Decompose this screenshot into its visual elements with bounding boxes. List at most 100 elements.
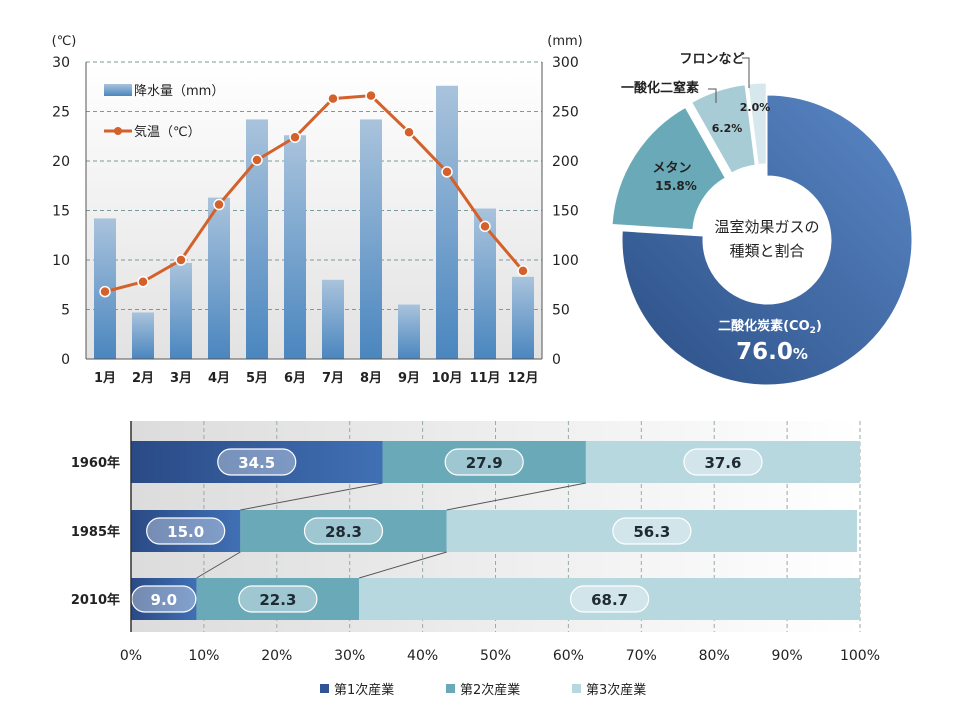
hbar-value-labels: 34.5 27.9 37.6 15.0 28.3 56.3 9.0 22.3 68.7 xyxy=(131,448,763,613)
month-tick-label: 2月 xyxy=(132,371,154,386)
precip-bar xyxy=(208,197,230,359)
left-tick-label: 25 xyxy=(52,105,70,121)
combo-gridlines xyxy=(86,61,542,310)
month-tick-label: 7月 xyxy=(322,371,344,386)
hbar-value-pill xyxy=(131,585,197,613)
temperature-point xyxy=(175,254,187,266)
hbar-x-tick-label: 0% xyxy=(120,648,142,664)
precip-bar xyxy=(170,262,192,359)
hbar-connector-line xyxy=(240,482,383,511)
month-tick-label: 11月 xyxy=(469,371,500,386)
hbar-value-label: 22.3 xyxy=(259,591,296,609)
hbar-value-pill xyxy=(569,585,650,613)
right-tick-label: 50 xyxy=(552,303,570,319)
hbar-value-pill xyxy=(238,585,318,613)
legend-swatch-precip xyxy=(104,84,132,96)
hbar-x-tick-label: 40% xyxy=(407,648,438,664)
precip-bar xyxy=(322,279,344,359)
methane-label: メタン xyxy=(652,161,691,176)
ghg-donut-chart: 温室効果ガスの 種類と割合 二酸化炭素(CO2) 76.0% メタン 15.8%… xyxy=(611,52,913,386)
month-tick-label: 6月 xyxy=(284,371,306,386)
temperature-point xyxy=(517,265,529,277)
left-axis-unit: (℃) xyxy=(52,34,77,49)
precip-bar xyxy=(246,119,268,359)
left-tick-label: 5 xyxy=(61,303,70,319)
hbar-segment xyxy=(382,441,586,483)
hbar-value-pill xyxy=(217,448,297,476)
hbar-value-label: 34.5 xyxy=(238,454,275,472)
left-tick-label: 15 xyxy=(52,204,70,220)
co2-label-prefix: 二酸化炭素(CO xyxy=(718,318,810,334)
hbar-value-pill xyxy=(683,448,763,476)
hbar-connector-line xyxy=(446,482,586,511)
hbar-segment xyxy=(131,441,383,483)
hbar-legend-label: 第3次産業 xyxy=(586,682,646,698)
co2-label: 二酸化炭素(CO2) xyxy=(718,318,822,336)
combo-line-series xyxy=(99,89,529,298)
hbar-x-tick-label: 50% xyxy=(480,648,511,664)
hbar-value-label: 68.7 xyxy=(591,591,628,609)
hbar-x-tick-label: 20% xyxy=(261,648,292,664)
co2-label-subscript: 2 xyxy=(810,326,816,336)
hbar-value-label: 37.6 xyxy=(704,454,741,472)
hbar-x-tick-label: 30% xyxy=(334,648,365,664)
precip-bar xyxy=(398,304,420,359)
hbar-row-label: 1985年 xyxy=(71,524,120,540)
hbar-segment xyxy=(359,578,860,620)
co2-value-number: 76.0 xyxy=(736,339,793,365)
left-tick-label: 30 xyxy=(52,55,70,71)
right-tick-label: 300 xyxy=(552,55,579,71)
hbar-x-tick-label: 90% xyxy=(772,648,803,664)
month-tick-label: 9月 xyxy=(398,371,420,386)
hbar-legend-swatch xyxy=(446,684,455,693)
hbar-segment xyxy=(585,441,860,483)
right-tick-label: 0 xyxy=(552,352,561,368)
temperature-point xyxy=(99,285,111,298)
co2-slice xyxy=(621,94,913,386)
co2-value-percent: % xyxy=(793,345,808,363)
n2o-value: 6.2% xyxy=(712,122,743,135)
hbar-connector-line xyxy=(196,551,241,579)
methane-slice xyxy=(611,106,726,231)
hbar-segment xyxy=(131,578,197,620)
cfc-slice xyxy=(747,82,767,166)
temperature-point xyxy=(251,154,263,166)
hbar-axes: 0% 10% 20% 30% 40% 50% 60% 70% 80% 90% 100% 1960年 19… xyxy=(71,421,880,664)
precip-bar xyxy=(436,85,458,359)
temperature-point xyxy=(289,131,301,143)
hbar-legend-swatch xyxy=(572,684,581,693)
cfc-leader-line xyxy=(742,57,750,88)
n2o-slice xyxy=(691,84,756,174)
temperature-point xyxy=(365,89,377,102)
hbar-segment xyxy=(446,510,858,552)
left-tick-label: 10 xyxy=(52,253,70,269)
right-tick-label: 100 xyxy=(552,253,579,269)
hbar-value-pill xyxy=(612,517,692,545)
hbar-x-tick-label: 100% xyxy=(840,648,880,664)
donut-labels: 二酸化炭素(CO2) 76.0% メタン 15.8% 6.2% 2.0% 一酸化… xyxy=(621,52,822,365)
hbar-value-label: 27.9 xyxy=(466,454,503,472)
legend-swatch-temp-marker xyxy=(114,127,122,135)
n2o-label: 一酸化二窒素 xyxy=(621,80,699,96)
hbar-value-label: 9.0 xyxy=(151,591,178,609)
hbar-connector-lines xyxy=(196,482,586,579)
climate-combo-chart: 0 0 5 50 10 100 15 150 20 200 25 250 30 300 1月 2月 3月 4月 5月… xyxy=(52,34,583,386)
hbar-x-tick-label: 80% xyxy=(699,648,730,664)
hbar-value-pill xyxy=(303,517,384,545)
right-tick-label: 150 xyxy=(552,204,579,220)
donut-center-line-1: 温室効果ガスの xyxy=(714,218,819,236)
month-tick-label: 5月 xyxy=(246,371,268,386)
month-tick-label: 12月 xyxy=(507,371,538,386)
n2o-leader-line xyxy=(708,88,717,103)
hbar-value-pill xyxy=(444,448,524,476)
combo-axes: 0 0 5 50 10 100 15 150 20 200 25 250 30 300 1月 2月 3月 4月 5月… xyxy=(52,55,579,386)
precip-bar xyxy=(360,119,382,359)
month-tick-label: 1月 xyxy=(94,371,116,386)
combo-legend: 降水量（mm） 気温（℃） xyxy=(104,84,224,140)
temperature-point xyxy=(327,92,339,105)
precip-bar xyxy=(132,312,154,359)
combo-bars xyxy=(94,85,534,359)
month-tick-label: 3月 xyxy=(170,371,192,386)
precip-bar xyxy=(284,135,306,359)
